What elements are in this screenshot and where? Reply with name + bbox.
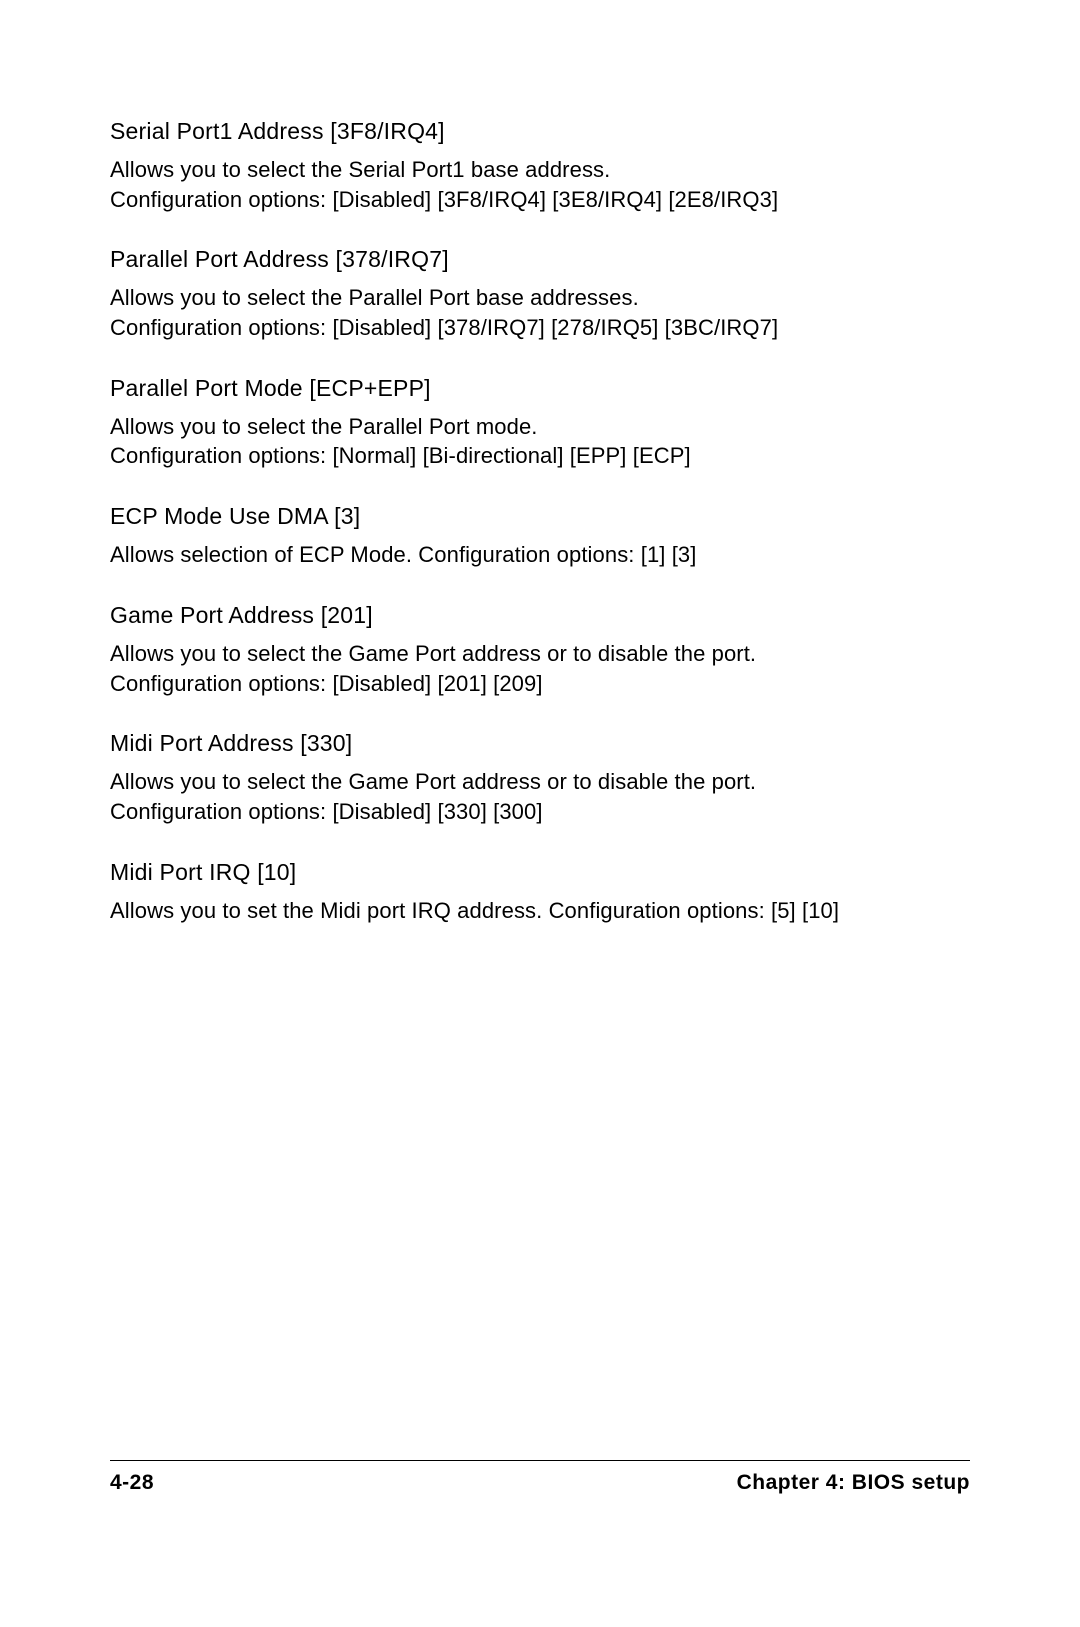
section-title: Parallel Port Address [378/IRQ7] [110, 246, 970, 273]
section-title: Game Port Address [201] [110, 602, 970, 629]
section-title: Serial Port1 Address [3F8/IRQ4] [110, 118, 970, 145]
section-body: Allows selection of ECP Mode. Configurat… [110, 540, 970, 570]
section-body: Allows you to select the Serial Port1 ba… [110, 155, 970, 214]
bios-section: Serial Port1 Address [3F8/IRQ4] Allows y… [110, 118, 970, 214]
bios-section: ECP Mode Use DMA [3] Allows selection of… [110, 503, 970, 570]
bios-section: Midi Port Address [330] Allows you to se… [110, 730, 970, 826]
section-title: Parallel Port Mode [ECP+EPP] [110, 375, 970, 402]
section-title: Midi Port Address [330] [110, 730, 970, 757]
page-footer: 4-28 Chapter 4: BIOS setup [110, 1460, 970, 1495]
page-content: Serial Port1 Address [3F8/IRQ4] Allows y… [0, 0, 1080, 925]
section-title: ECP Mode Use DMA [3] [110, 503, 970, 530]
section-body: Allows you to select the Game Port addre… [110, 767, 970, 826]
section-body: Allows you to select the Parallel Port m… [110, 412, 970, 471]
section-title: Midi Port IRQ [10] [110, 859, 970, 886]
section-body: Allows you to select the Parallel Port b… [110, 283, 970, 342]
bios-section: Parallel Port Address [378/IRQ7] Allows … [110, 246, 970, 342]
section-body: Allows you to set the Midi port IRQ addr… [110, 896, 970, 926]
bios-section: Game Port Address [201] Allows you to se… [110, 602, 970, 698]
bios-section: Parallel Port Mode [ECP+EPP] Allows you … [110, 375, 970, 471]
page-number: 4-28 [110, 1471, 154, 1495]
section-body: Allows you to select the Game Port addre… [110, 639, 970, 698]
bios-section: Midi Port IRQ [10] Allows you to set the… [110, 859, 970, 926]
chapter-title: Chapter 4: BIOS setup [737, 1471, 970, 1495]
